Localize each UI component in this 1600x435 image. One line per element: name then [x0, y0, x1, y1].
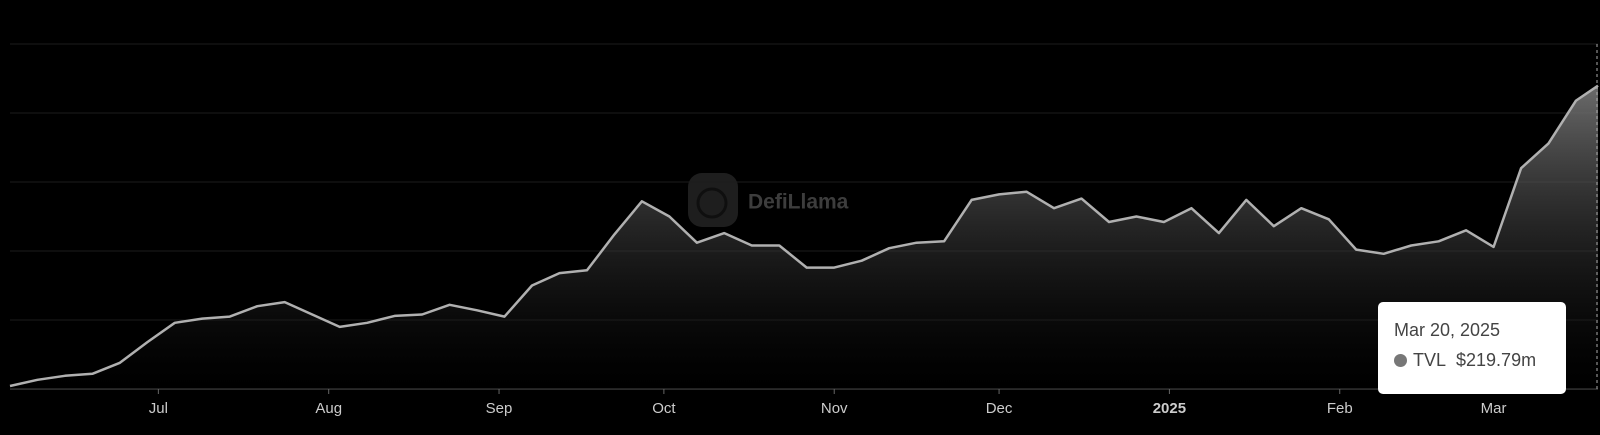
x-tick-label: 2025 [1153, 400, 1186, 417]
watermark: DefiLlama [688, 173, 849, 227]
tooltip-value: $219.79m [1456, 350, 1537, 370]
x-tick-label: Sep [486, 400, 513, 417]
x-tick-label: Oct [652, 400, 676, 417]
tooltip: Mar 20, 2025 TVL $219.79m [1378, 302, 1566, 394]
x-tick-label: Jul [149, 400, 168, 417]
x-tick-label: Dec [986, 400, 1013, 417]
x-tick-label: Feb [1327, 400, 1353, 417]
tooltip-date: Mar 20, 2025 [1394, 320, 1501, 340]
x-tick-label: Mar [1481, 400, 1507, 417]
tooltip-series: TVL [1413, 350, 1447, 370]
x-tick-label: Nov [821, 400, 848, 417]
line [9, 84, 1599, 388]
watermark-text: DefiLlama [748, 191, 849, 214]
tooltip-swatch [1394, 354, 1407, 367]
area [10, 85, 1598, 389]
x-tick-label: Aug [315, 400, 342, 417]
